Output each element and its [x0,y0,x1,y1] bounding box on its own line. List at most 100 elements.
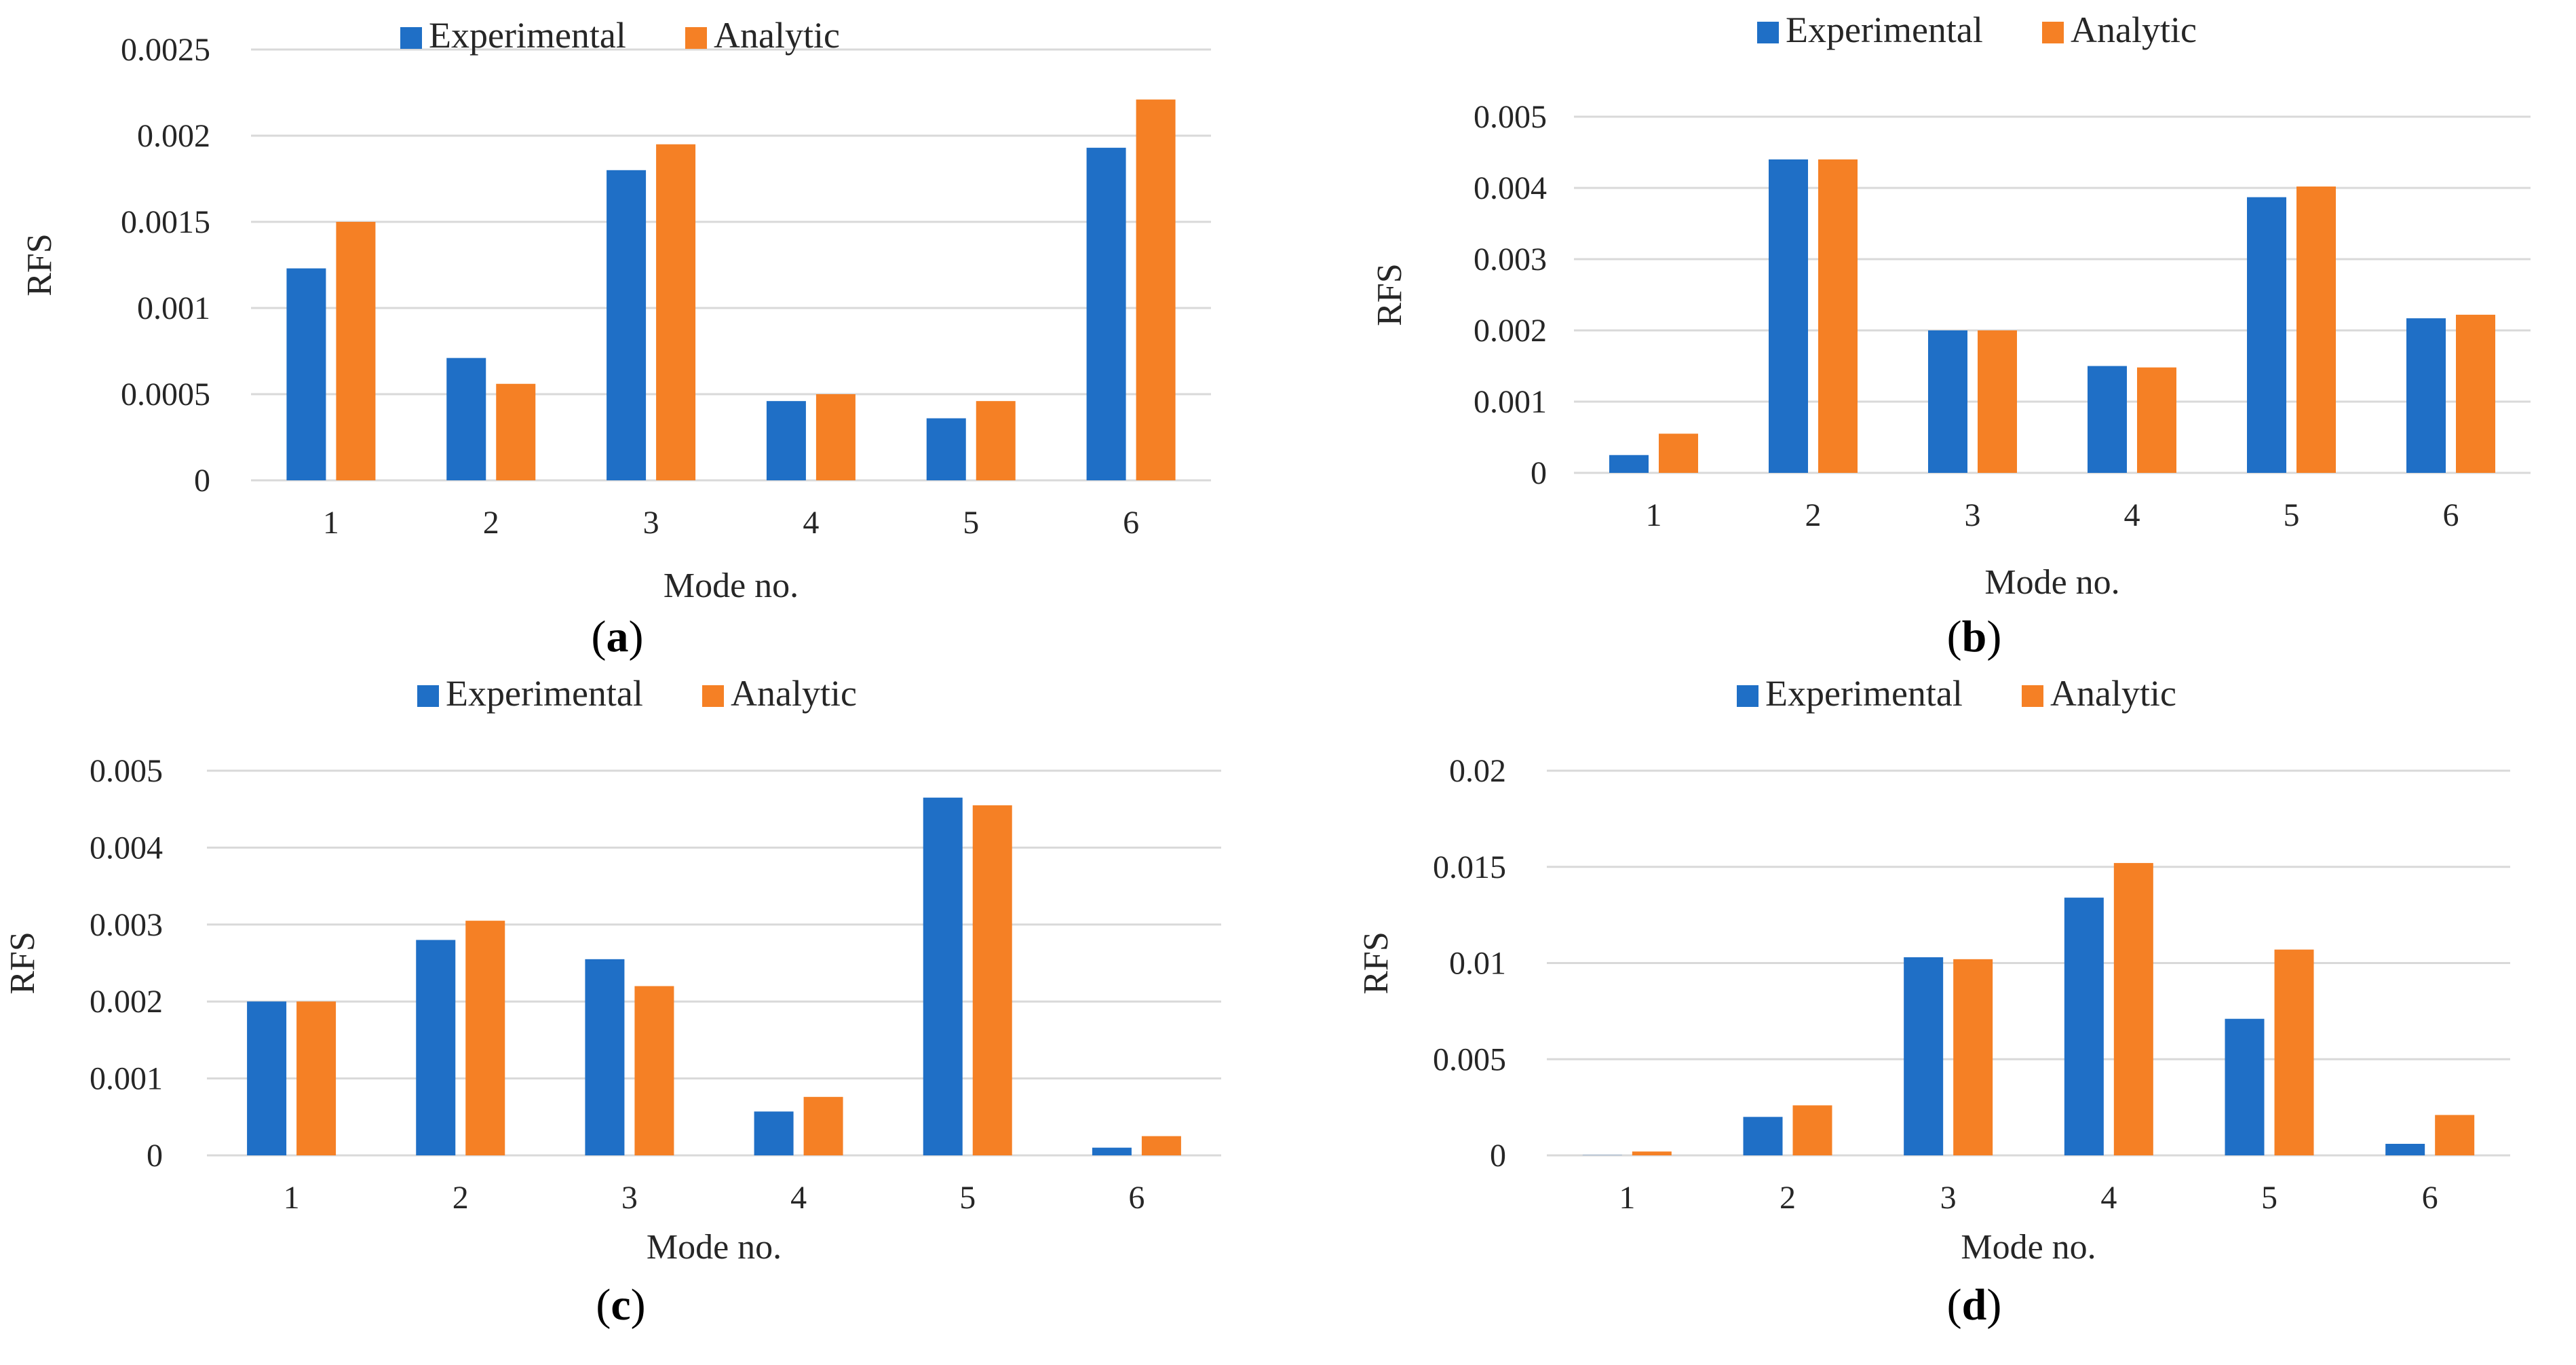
bar-analytic-mode-1 [1632,1151,1672,1155]
x-tick-label: 5 [963,505,979,541]
legend-swatch-analytic [2042,22,2064,43]
x-tick-label: 2 [453,1180,469,1216]
caption-letter: d [1962,1280,1987,1330]
bar-experimental-mode-2 [446,358,486,480]
y-tick-label: 0.001 [90,1061,163,1097]
bar-experimental-mode-6 [2406,318,2446,473]
x-tick-label: 1 [1619,1180,1635,1216]
y-tick-label: 0.003 [90,907,163,943]
panel-caption: (c) [596,1280,645,1330]
y-axis-title: RFS [1370,263,1409,326]
x-tick-label: 6 [1123,505,1139,541]
y-axis-title: RFS [20,233,59,296]
legend-swatch-analytic [685,27,707,49]
bar-analytic-mode-1 [1659,434,1698,473]
caption-close-paren: ) [629,612,644,661]
bar-experimental-mode-6 [2385,1143,2425,1155]
panel-caption: (b) [1947,612,2002,661]
bar-analytic-mode-4 [2137,367,2176,473]
bar-experimental-mode-4 [2088,366,2127,473]
bar-analytic-mode-3 [1953,959,1993,1155]
legend-swatch-experimental [1737,685,1758,707]
legend: Experimental Analytic [400,15,840,56]
bar-analytic-mode-3 [656,144,696,480]
caption-open-paren: ( [1947,612,1962,661]
bar-analytic-mode-5 [2274,949,2314,1155]
bar-experimental-mode-1 [286,268,326,480]
bar-analytic-mode-6 [2456,314,2495,473]
bar-analytic-mode-4 [2113,863,2153,1155]
bar-analytic-mode-2 [496,383,536,480]
bar-experimental-mode-6 [1086,147,1126,480]
y-tick-label: 0.004 [90,830,163,866]
x-tick-label: 3 [621,1180,638,1216]
caption-open-paren: ( [596,1280,611,1330]
y-tick-label: 0.001 [1474,384,1547,420]
bar-experimental-mode-4 [766,401,806,480]
y-tick-label: 0.0005 [121,377,210,412]
x-tick-label: 4 [803,505,819,541]
y-tick-label: 0 [1531,455,1547,491]
legend-label-analytic: Analytic [2050,673,2176,714]
y-axis-title: RFS [3,931,42,995]
legend-label-experimental: Experimental [1765,673,1963,714]
legend-swatch-experimental [417,685,439,707]
y-tick-label: 0.0015 [121,204,210,240]
legend: Experimental Analytic [417,673,857,714]
y-axis-title: RFS [1357,931,1396,995]
panel-caption: (d) [1947,1280,2002,1330]
bar-analytic-mode-4 [815,394,856,480]
legend-label-experimental: Experimental [446,673,643,714]
legend-label-analytic: Analytic [731,673,857,714]
bar-experimental-mode-3 [607,170,647,481]
legend-swatch-analytic [702,685,724,707]
bar-experimental-mode-3 [1904,957,1944,1155]
bar-experimental-mode-2 [416,940,456,1155]
bar-analytic-mode-1 [336,222,376,480]
x-tick-label: 5 [2261,1180,2277,1216]
caption-close-paren: ) [1986,612,2001,661]
y-tick-label: 0 [194,463,210,499]
bar-experimental-mode-5 [923,797,963,1155]
bar-experimental-mode-5 [926,418,966,480]
x-tick-label: 2 [483,505,499,541]
bar-analytic-mode-5 [2296,186,2336,473]
bar-analytic-mode-2 [1792,1105,1832,1155]
y-tick-label: 0.005 [1433,1041,1506,1077]
y-tick-label: 0.003 [1474,242,1547,277]
bar-experimental-mode-5 [2225,1018,2265,1155]
legend: Experimental Analytic [1737,673,2176,714]
bar-analytic-mode-6 [2435,1115,2475,1155]
legend-label-analytic: Analytic [2071,9,2197,50]
caption-letter: c [611,1280,630,1330]
chart-panel-c: 0 0.001 0.002 0.003 0.004 0.005 1 2 3 4 5 6 Mode no.… [3,673,1221,1330]
y-tick-label: 0.02 [1449,753,1506,789]
y-tick-label: 0.004 [1474,170,1547,206]
bar-experimental-mode-5 [2247,197,2286,473]
y-tick-label: 0 [147,1138,163,1174]
legend-swatch-experimental [1757,22,1779,43]
x-tick-label: 4 [2100,1180,2117,1216]
y-tick-label: 0.002 [137,118,210,154]
bar-analytic-mode-6 [1141,1136,1181,1155]
y-tick-label: 0.005 [90,753,163,789]
y-tick-label: 0.0025 [121,32,210,68]
y-tick-label: 0.001 [137,290,210,326]
legend-swatch-analytic [2022,685,2043,707]
x-tick-label: 3 [1965,497,1981,533]
bar-analytic-mode-3 [634,986,674,1155]
bar-analytic-mode-2 [1818,159,1858,473]
x-tick-label: 3 [1940,1180,1957,1216]
x-tick-label: 2 [1780,1180,1796,1216]
y-tick-label: 0.002 [1474,313,1547,349]
x-axis-title: Mode no. [1961,1228,2096,1267]
y-tick-label: 0.01 [1449,946,1506,982]
x-tick-label: 5 [959,1180,976,1216]
y-tick-label: 0.015 [1433,849,1506,885]
bar-experimental-mode-3 [585,959,625,1155]
legend-label-experimental: Experimental [1786,9,1983,50]
bar-analytic-mode-5 [976,401,1016,480]
x-tick-label: 6 [2422,1180,2438,1216]
bar-analytic-mode-4 [803,1096,843,1155]
